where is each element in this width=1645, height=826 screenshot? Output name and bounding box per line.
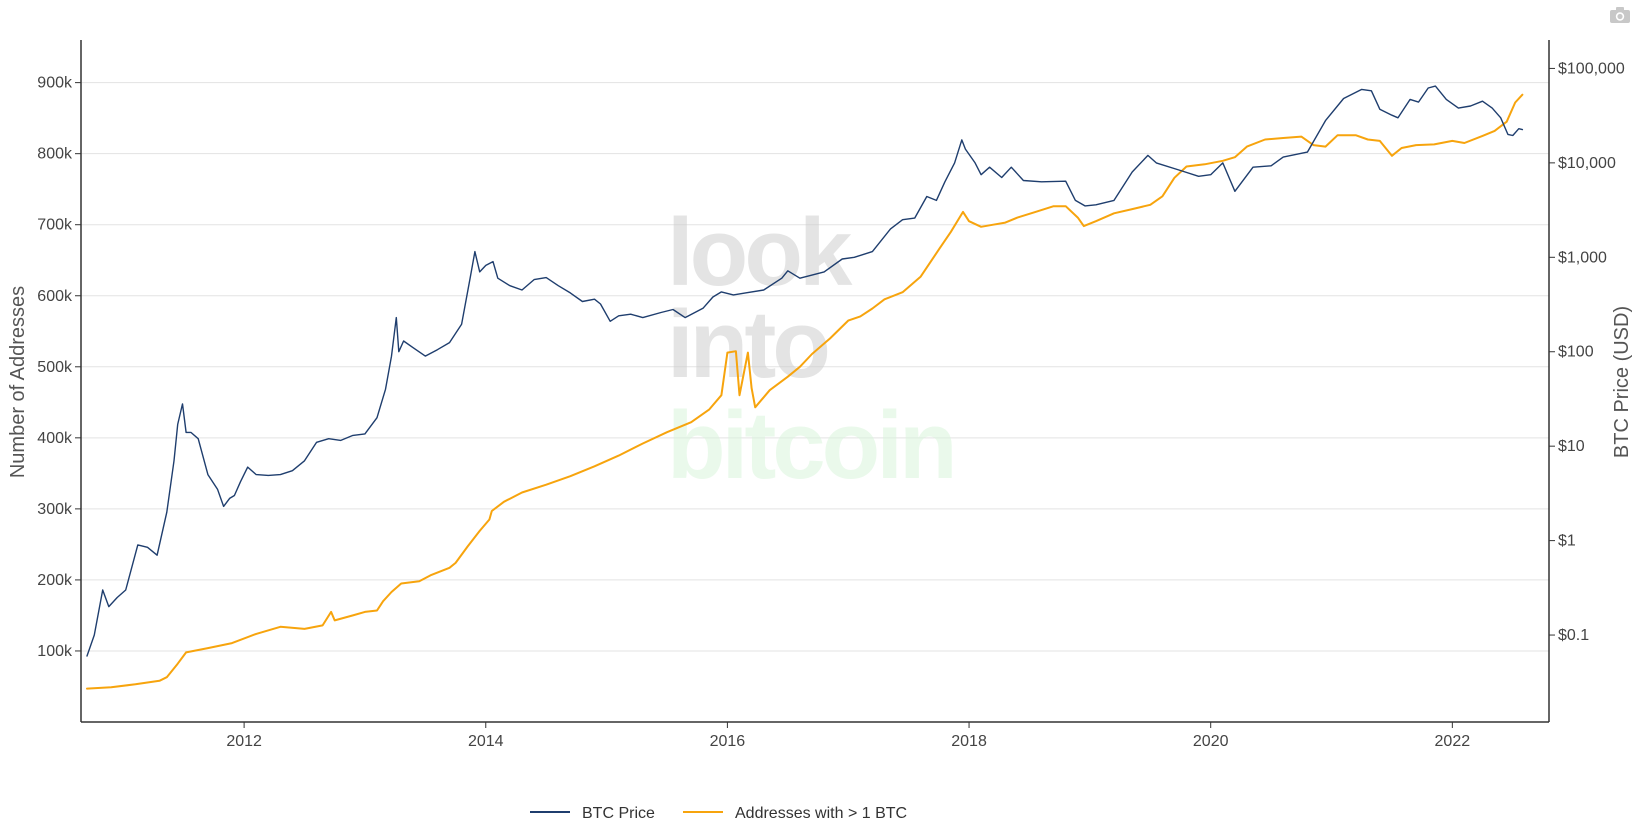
left-y-ticks: 100k 200k 300k 400k 500k 600k 700k 800k 900k [37,75,81,660]
left-tick-label: 600k [37,288,73,305]
legend-item-addresses[interactable]: Addresses with > 1 BTC [683,805,907,822]
watermark-into: into [667,291,827,398]
series-line-btc-price [86,85,1524,657]
x-tick-label: 2014 [468,733,504,750]
legend: BTC Price Addresses with > 1 BTC [530,805,907,822]
legend-label-btc-price: BTC Price [582,805,655,822]
left-tick-label: 200k [37,572,73,589]
series-line-addresses [86,93,1524,690]
right-tick-label: $10,000 [1558,155,1616,172]
left-tick-label: 100k [37,643,73,660]
left-tick-label: 700k [37,217,73,234]
right-tick-label: $1 [1558,533,1576,550]
watermark-look: look [667,199,853,306]
legend-item-btc-price[interactable]: BTC Price [530,805,655,822]
x-tick-label: 2012 [226,733,262,750]
x-tick-label: 2018 [951,733,987,750]
x-tick-label: 2020 [1193,733,1229,750]
watermark-bitcoin: bitcoin [667,392,954,499]
left-axis-title: Number of Addresses [7,286,29,478]
legend-label-addresses: Addresses with > 1 BTC [735,805,907,822]
right-tick-label: $1,000 [1558,249,1607,266]
watermark: look into bitcoin [667,199,958,499]
left-tick-label: 400k [37,430,73,447]
left-tick-label: 800k [37,146,73,163]
x-tick-label: 2016 [710,733,746,750]
gridlines [81,82,1549,652]
right-axis-title: BTC Price (USD) [1611,306,1633,458]
right-tick-label: $100,000 [1558,60,1625,77]
left-tick-label: 500k [37,359,73,376]
x-tick-label: 2022 [1435,733,1471,750]
right-tick-label: $10 [1558,438,1585,455]
left-tick-label: 300k [37,501,73,518]
x-axis-ticks: 2012 2014 2016 2018 2020 2022 [226,722,1470,750]
plot-area [86,85,1524,690]
camera-icon[interactable] [1609,6,1631,29]
right-y-ticks: $0.1 $1 $10 $100 $1,000 $10,000 $100,000 [1549,60,1625,644]
right-tick-label: $0.1 [1558,627,1589,644]
left-tick-label: 900k [37,75,73,92]
right-tick-label: $100 [1558,344,1594,361]
